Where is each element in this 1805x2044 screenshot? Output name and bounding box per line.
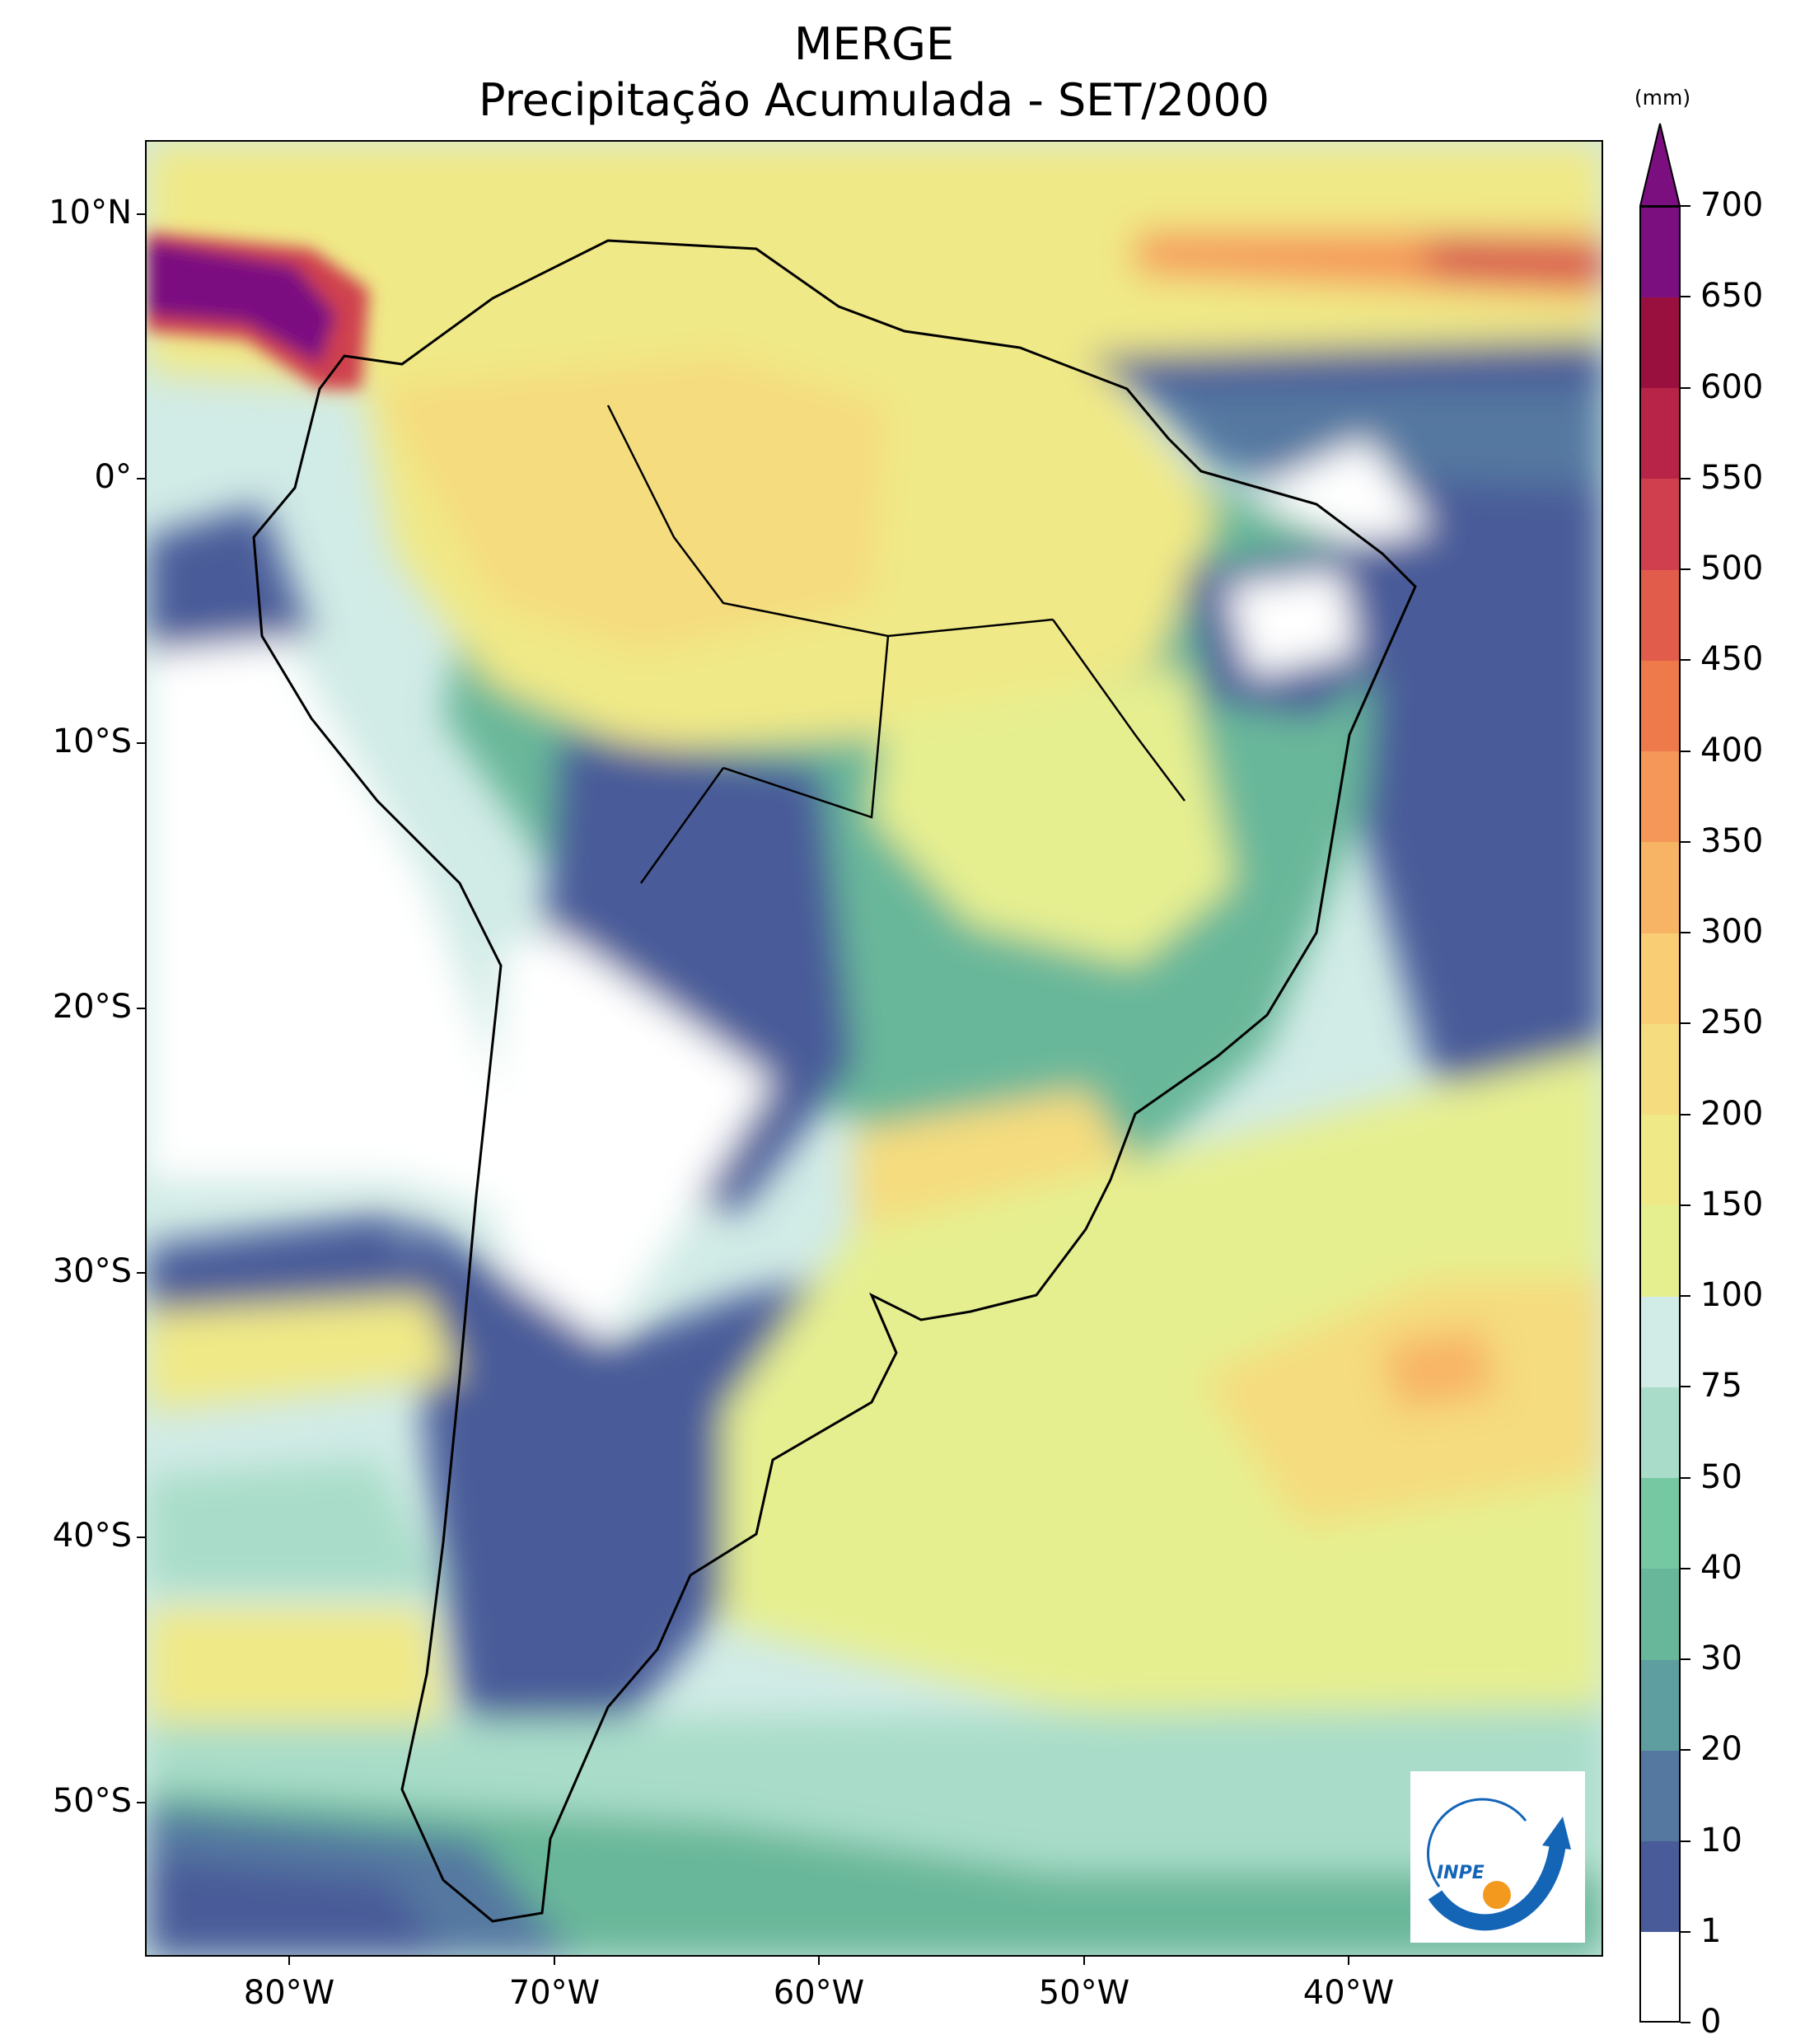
colorbar-tick-label: 30 [1700, 1639, 1742, 1677]
colorbar-tick-mark [1681, 1930, 1690, 1933]
colorbar-tick-mark [1681, 1386, 1690, 1388]
colorbar-tick-label: 450 [1700, 640, 1764, 679]
colorbar-extend-arrow [1639, 123, 1681, 207]
colorbar-tick-label: 0 [1700, 2003, 1722, 2041]
map-subtitle: Precipitação Acumulada - SET/2000 [478, 74, 1270, 126]
lon-label-60w: 60°W [773, 1974, 865, 2012]
colorbar-segment [1639, 1204, 1681, 1297]
colorbar-tick-mark [1681, 1204, 1690, 1206]
colorbar-tick-label: 350 [1700, 821, 1764, 860]
lat-label-40s: 40°S [52, 1517, 132, 1555]
lat-label-10n: 10°N [49, 194, 132, 232]
colorbar-unit: (mm) [1634, 86, 1691, 110]
lat-label-50s: 50°S [52, 1782, 132, 1820]
colorbar-tick-label: 1 [1700, 1911, 1722, 1950]
colorbar-segment [1639, 1931, 1681, 2023]
colorbar-tick-mark [1681, 477, 1690, 479]
colorbar-tick-label: 40 [1700, 1548, 1742, 1587]
colorbar-segment [1639, 569, 1681, 661]
colorbar-tick-mark [1681, 750, 1690, 752]
colorbar-tick-mark [1681, 1295, 1690, 1297]
colorbar-tick-mark [1681, 296, 1690, 298]
colorbar-segment [1639, 1750, 1681, 1841]
colorbar-tick-label: 700 [1700, 186, 1764, 224]
colorbar-segment [1639, 478, 1681, 570]
colorbar-segment [1639, 1387, 1681, 1478]
colorbar-tick-mark [1681, 840, 1690, 843]
lon-label-50w: 50°W [1038, 1974, 1130, 2012]
colorbar-segment [1639, 1568, 1681, 1660]
lat-label-10s: 10°S [52, 723, 132, 760]
colorbar-tick-mark [1681, 659, 1690, 662]
colorbar-segment [1639, 1114, 1681, 1206]
colorbar-tick-mark [1681, 2022, 1690, 2023]
lat-label-0: 0° [94, 458, 132, 496]
colorbar-tick-label: 550 [1700, 458, 1764, 497]
lon-label-70w: 70°W [508, 1974, 601, 2012]
colorbar-tick-mark [1681, 1113, 1690, 1116]
colorbar-segment [1639, 1477, 1681, 1569]
colorbar-segment [1639, 1659, 1681, 1751]
colorbar-segment [1639, 751, 1681, 843]
colorbar-tick-label: 200 [1700, 1094, 1764, 1133]
colorbar-tick-label: 150 [1700, 1185, 1764, 1223]
colorbar-tick-label: 100 [1700, 1276, 1764, 1314]
colorbar-tick-label: 50 [1700, 1457, 1742, 1496]
colorbar-tick-label: 400 [1700, 731, 1764, 769]
colorbar-frame [1639, 206, 1681, 2023]
colorbar-tick-label: 500 [1700, 550, 1764, 587]
colorbar-tick-mark [1681, 1476, 1690, 1479]
colorbar-tick-mark [1681, 1749, 1690, 1752]
colorbar-tick-label: 600 [1700, 367, 1764, 406]
colorbar-tick-mark [1681, 1022, 1690, 1025]
colorbar-tick-mark [1681, 1567, 1690, 1569]
colorbar-segment [1639, 206, 1681, 297]
lon-label-40w: 40°W [1302, 1974, 1395, 2012]
colorbar-tick-label: 20 [1700, 1730, 1742, 1769]
colorbar-tick-mark [1681, 1840, 1690, 1842]
colorbar-tick-label: 300 [1700, 913, 1764, 951]
colorbar-tick-label: 250 [1700, 1003, 1764, 1042]
lon-label-80w: 80°W [243, 1974, 335, 2012]
colorbar-tick-mark [1681, 205, 1690, 207]
colorbar-tick-mark [1681, 386, 1690, 389]
colorbar-segment [1639, 1841, 1681, 1933]
colorbar-segment [1639, 660, 1681, 751]
colorbar-tick-mark [1681, 1658, 1690, 1660]
colorbar-segment [1639, 297, 1681, 388]
inpe-logo: INPE [1410, 1771, 1585, 1943]
inpe-logo-text: INPE [1437, 1863, 1485, 1883]
lat-label-30s: 30°S [52, 1252, 132, 1290]
colorbar-segment [1639, 933, 1681, 1024]
colorbar-segment [1639, 1296, 1681, 1387]
lat-label-20s: 20°S [52, 988, 132, 1026]
precipitation-map [145, 140, 1603, 1957]
colorbar-segment [1639, 1023, 1681, 1115]
colorbar-tick-label: 10 [1700, 1821, 1742, 1859]
colorbar-tick-label: 75 [1700, 1367, 1742, 1406]
colorbar-tick-label: 650 [1700, 277, 1764, 316]
colorbar [1639, 206, 1681, 2023]
map-title: MERGE [793, 18, 955, 70]
colorbar-segment [1639, 387, 1681, 479]
colorbar-segment [1639, 841, 1681, 933]
colorbar-tick-mark [1681, 932, 1690, 933]
colorbar-tick-mark [1681, 568, 1690, 570]
